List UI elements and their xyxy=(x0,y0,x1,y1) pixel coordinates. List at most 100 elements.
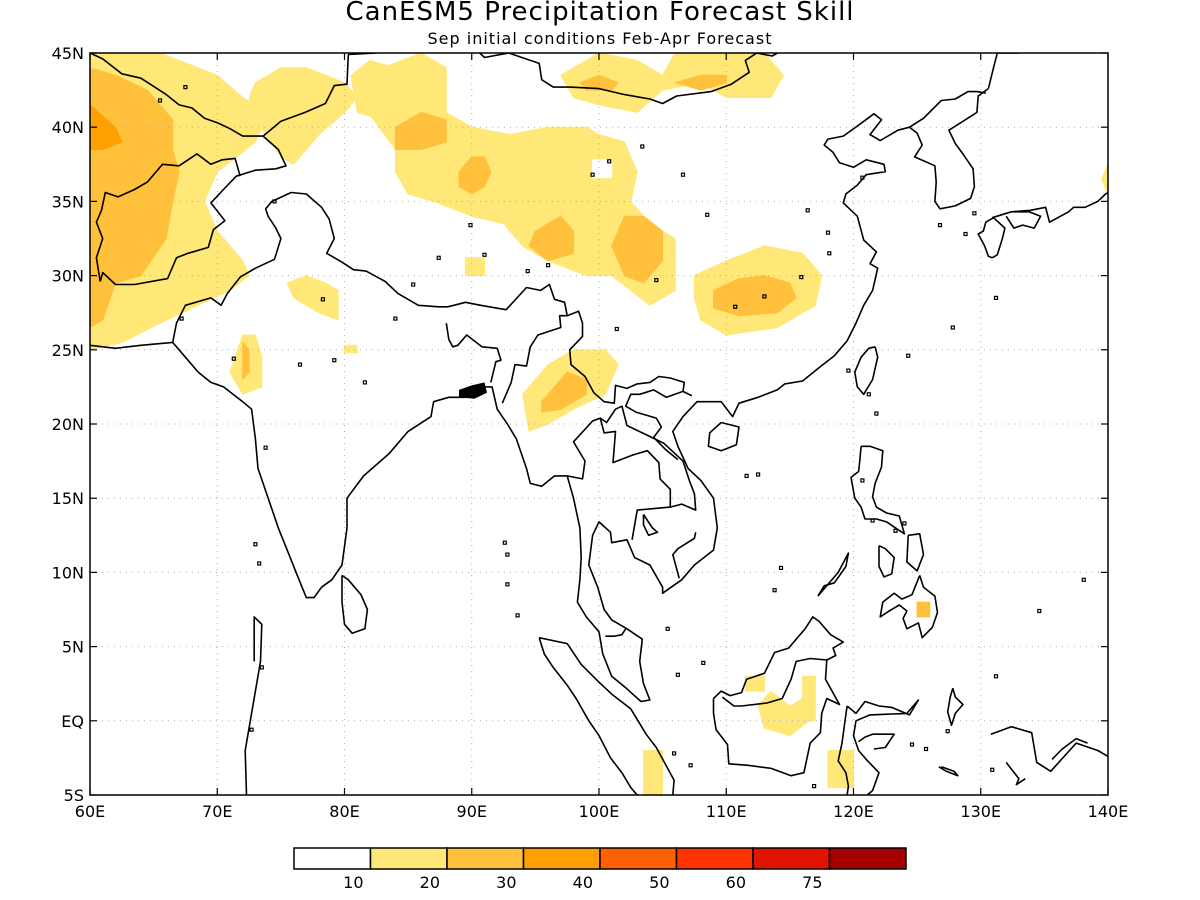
coastline-layer xyxy=(90,53,1108,795)
island-mark xyxy=(972,211,977,216)
skill-region xyxy=(344,344,358,354)
coastline xyxy=(850,445,906,535)
coastline xyxy=(171,191,569,404)
axis-ticks: 60E 70E 80E 90E 100E 110E 120E 130E 140E 45N 40N 35… xyxy=(52,44,1129,821)
y-tick-label: 5S xyxy=(64,786,84,805)
coastline xyxy=(707,421,740,452)
coastline xyxy=(671,532,697,579)
colorbar-swatch xyxy=(369,847,448,870)
coastline xyxy=(858,733,896,750)
island-mark xyxy=(393,316,398,321)
coastline xyxy=(712,616,845,777)
skill-region xyxy=(611,215,664,284)
skill-region xyxy=(541,371,587,413)
island-mark xyxy=(249,727,254,732)
island-mark xyxy=(183,84,188,90)
colorbar-swatch xyxy=(522,847,601,870)
skill-region xyxy=(744,675,765,692)
coastline xyxy=(642,514,659,537)
island-mark xyxy=(680,172,686,177)
skill-region xyxy=(394,111,447,150)
colorbar-label: 60 xyxy=(726,873,746,892)
map-subtitle: Sep initial conditions Feb-Apr Forecast xyxy=(427,29,773,48)
island-mark xyxy=(675,672,681,677)
coastline xyxy=(946,687,964,727)
coastline xyxy=(906,532,925,572)
island-mark xyxy=(297,362,303,367)
coastline xyxy=(879,575,939,639)
x-tick-label: 60E xyxy=(75,802,105,821)
island-mark xyxy=(805,208,810,213)
island-mark xyxy=(744,473,749,478)
colorbar-swatch xyxy=(675,847,754,870)
island-mark xyxy=(755,472,761,477)
coastline xyxy=(909,87,989,210)
coastline xyxy=(341,574,369,635)
island-mark xyxy=(332,358,337,363)
coastline xyxy=(1005,211,1042,229)
island-mark xyxy=(411,282,416,287)
colorbar-swatch xyxy=(446,847,525,870)
island-mark xyxy=(502,540,507,545)
island-mark xyxy=(157,98,163,103)
island-mark xyxy=(937,223,943,228)
skill-region xyxy=(242,341,250,380)
island-mark xyxy=(701,660,706,666)
island-mark xyxy=(893,528,898,533)
island-mark xyxy=(772,588,777,593)
island-mark xyxy=(505,582,510,587)
coastline xyxy=(721,657,827,707)
island-mark xyxy=(590,172,595,177)
island-mark xyxy=(860,478,865,483)
island-mark xyxy=(257,561,262,566)
island-mark xyxy=(525,269,530,274)
island-mark xyxy=(482,252,487,257)
skill-region xyxy=(579,74,619,91)
skill-region xyxy=(248,67,358,165)
coastline xyxy=(538,637,638,795)
coastline xyxy=(1005,761,1026,786)
skill-region xyxy=(560,53,784,113)
skill-region xyxy=(802,675,816,722)
colorbar-label: 30 xyxy=(496,873,516,892)
coastline xyxy=(990,725,1108,773)
colorbar-swatch xyxy=(599,847,678,870)
skill-region xyxy=(592,159,613,179)
island-mark xyxy=(607,159,612,164)
island-mark xyxy=(950,325,955,330)
coastline xyxy=(624,389,684,461)
skill-region xyxy=(757,690,810,737)
island-mark xyxy=(665,626,670,631)
skill-region xyxy=(674,74,727,91)
skill-region xyxy=(643,750,664,795)
island-mark xyxy=(993,674,999,679)
skill-region xyxy=(356,53,676,306)
colorbar-swatch xyxy=(828,847,907,870)
coastline xyxy=(991,191,1108,223)
skill-region xyxy=(90,104,123,150)
coastline xyxy=(1051,737,1088,760)
island-mark xyxy=(963,231,968,237)
skill-region xyxy=(528,215,574,262)
island-mark xyxy=(906,353,911,358)
y-tick-label: 25N xyxy=(52,341,84,360)
colorbar-swatch xyxy=(752,847,831,870)
y-tick-label: 30N xyxy=(52,267,84,286)
island-mark xyxy=(231,356,236,361)
colorbar-label: 40 xyxy=(573,873,593,892)
island-mark xyxy=(778,565,784,571)
island-mark xyxy=(272,199,277,204)
island-mark xyxy=(902,521,907,526)
delta-mark xyxy=(459,382,487,399)
colorbar-label: 20 xyxy=(420,873,440,892)
island-mark xyxy=(827,251,832,256)
coastline xyxy=(244,616,263,795)
island-mark xyxy=(825,230,831,235)
island-mark xyxy=(654,278,659,283)
x-tick-label: 100E xyxy=(579,802,620,821)
island-mark xyxy=(866,392,871,397)
island-mark xyxy=(990,767,995,772)
y-tick-label: 20N xyxy=(52,415,84,434)
coastline xyxy=(566,310,693,405)
